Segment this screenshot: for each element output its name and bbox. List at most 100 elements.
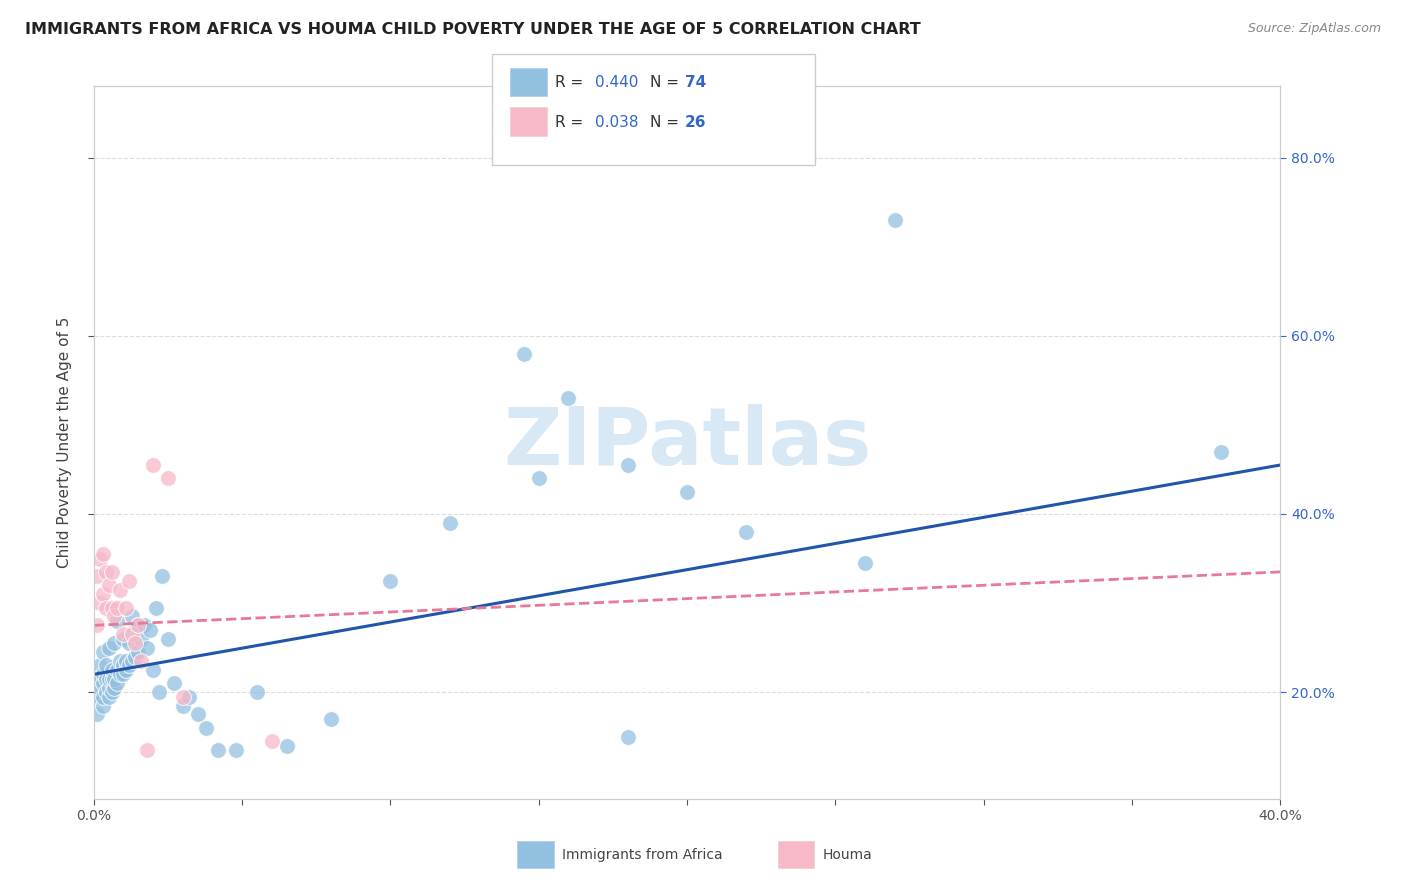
Point xyxy=(89,658,111,673)
Point xyxy=(134,618,156,632)
Point xyxy=(100,663,122,677)
Point xyxy=(89,596,111,610)
Point xyxy=(142,458,165,472)
Text: ZIPatlas: ZIPatlas xyxy=(503,404,872,482)
Point xyxy=(260,734,283,748)
Point xyxy=(107,614,129,628)
Point xyxy=(103,609,125,624)
Point xyxy=(94,672,117,686)
Text: R =: R = xyxy=(555,115,589,129)
Point xyxy=(148,685,170,699)
Point xyxy=(380,574,402,588)
Point xyxy=(156,632,179,646)
Point xyxy=(86,690,108,704)
Point xyxy=(246,685,269,699)
Point xyxy=(557,391,579,405)
Text: 74: 74 xyxy=(685,76,706,90)
Point xyxy=(145,600,167,615)
Point xyxy=(118,658,141,673)
Point xyxy=(883,213,905,227)
Point xyxy=(115,654,138,668)
Point xyxy=(121,627,143,641)
Text: R =: R = xyxy=(555,76,589,90)
Point xyxy=(103,681,125,695)
Point xyxy=(100,685,122,699)
Point xyxy=(121,609,143,624)
Point xyxy=(107,676,129,690)
Point xyxy=(100,565,122,579)
Point xyxy=(136,743,159,757)
Text: IMMIGRANTS FROM AFRICA VS HOUMA CHILD POVERTY UNDER THE AGE OF 5 CORRELATION CHA: IMMIGRANTS FROM AFRICA VS HOUMA CHILD PO… xyxy=(25,22,921,37)
Point xyxy=(225,743,247,757)
Point xyxy=(86,618,108,632)
Point xyxy=(91,547,114,561)
Point xyxy=(118,574,141,588)
Point xyxy=(100,672,122,686)
Point xyxy=(110,654,132,668)
Point xyxy=(110,667,132,681)
Point xyxy=(115,600,138,615)
Point xyxy=(142,663,165,677)
Text: Source: ZipAtlas.com: Source: ZipAtlas.com xyxy=(1247,22,1381,36)
Text: 26: 26 xyxy=(685,115,706,129)
Point xyxy=(97,681,120,695)
Point xyxy=(207,743,229,757)
Point xyxy=(276,739,298,753)
Point xyxy=(112,667,135,681)
Text: 0.038: 0.038 xyxy=(595,115,638,129)
Point xyxy=(86,676,108,690)
Point xyxy=(172,698,194,713)
Point xyxy=(127,645,149,659)
Point xyxy=(129,632,152,646)
Point xyxy=(513,346,536,360)
Point xyxy=(94,685,117,699)
Point xyxy=(1211,444,1233,458)
Text: Immigrants from Africa: Immigrants from Africa xyxy=(562,847,723,862)
Point xyxy=(124,636,146,650)
Point xyxy=(91,645,114,659)
Point xyxy=(97,690,120,704)
Point xyxy=(89,690,111,704)
Point xyxy=(103,636,125,650)
Point xyxy=(735,524,758,539)
Point xyxy=(195,721,218,735)
Point xyxy=(100,600,122,615)
Point xyxy=(103,672,125,686)
Point xyxy=(97,640,120,655)
Point xyxy=(439,516,461,530)
Text: 0.440: 0.440 xyxy=(595,76,638,90)
Point xyxy=(91,698,114,713)
Point xyxy=(156,471,179,485)
Point xyxy=(172,690,194,704)
Point xyxy=(676,484,699,499)
Point xyxy=(187,707,209,722)
Text: N =: N = xyxy=(650,76,683,90)
Point xyxy=(124,649,146,664)
Point xyxy=(91,587,114,601)
Point xyxy=(150,569,173,583)
Text: N =: N = xyxy=(650,115,683,129)
Point xyxy=(110,582,132,597)
Point xyxy=(86,707,108,722)
Point xyxy=(94,565,117,579)
Point xyxy=(97,672,120,686)
Point xyxy=(94,600,117,615)
Point xyxy=(319,712,342,726)
Point xyxy=(527,471,550,485)
Text: Houma: Houma xyxy=(823,847,872,862)
Point xyxy=(94,658,117,673)
Point xyxy=(91,690,114,704)
Point xyxy=(136,640,159,655)
Point xyxy=(139,623,162,637)
Point xyxy=(177,690,200,704)
Point xyxy=(115,663,138,677)
Point xyxy=(121,654,143,668)
Point xyxy=(97,578,120,592)
Point xyxy=(86,569,108,583)
Point xyxy=(112,627,135,641)
Point xyxy=(616,730,638,744)
Point xyxy=(129,654,152,668)
Point xyxy=(163,676,186,690)
Point xyxy=(124,623,146,637)
Point xyxy=(127,618,149,632)
